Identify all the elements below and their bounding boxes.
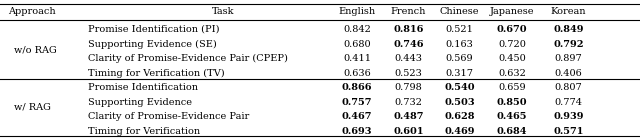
Text: 0.746: 0.746 <box>393 40 424 49</box>
Text: 0.632: 0.632 <box>498 69 526 78</box>
Text: Japanese: Japanese <box>490 7 534 16</box>
Text: 0.798: 0.798 <box>394 83 422 92</box>
Text: 0.487: 0.487 <box>393 112 424 121</box>
Text: 0.411: 0.411 <box>343 54 371 63</box>
Text: 0.849: 0.849 <box>553 25 584 34</box>
Text: 0.628: 0.628 <box>444 112 475 121</box>
Text: 0.774: 0.774 <box>554 98 582 107</box>
Text: 0.163: 0.163 <box>445 40 474 49</box>
Text: Task: Task <box>211 7 234 16</box>
Text: 0.571: 0.571 <box>553 127 584 136</box>
Text: 0.670: 0.670 <box>497 25 527 34</box>
Text: 0.897: 0.897 <box>554 54 582 63</box>
Text: Promise Identification (PI): Promise Identification (PI) <box>88 25 220 34</box>
Text: 0.465: 0.465 <box>497 112 527 121</box>
Text: English: English <box>339 7 376 16</box>
Text: 0.569: 0.569 <box>445 54 474 63</box>
Text: Chinese: Chinese <box>440 7 479 16</box>
Text: Timing for Verification (TV): Timing for Verification (TV) <box>88 69 225 78</box>
Text: 0.720: 0.720 <box>498 40 526 49</box>
Text: Timing for Verification: Timing for Verification <box>88 127 200 136</box>
Text: 0.757: 0.757 <box>342 98 372 107</box>
Text: Clarity of Promise-Evidence Pair: Clarity of Promise-Evidence Pair <box>88 112 250 121</box>
Text: 0.523: 0.523 <box>394 69 422 78</box>
Text: 0.732: 0.732 <box>394 98 422 107</box>
Text: French: French <box>390 7 426 16</box>
Text: Supporting Evidence: Supporting Evidence <box>88 98 192 107</box>
Text: 0.443: 0.443 <box>394 54 422 63</box>
Text: 0.866: 0.866 <box>342 83 372 92</box>
Text: 0.450: 0.450 <box>498 54 526 63</box>
Text: 0.601: 0.601 <box>393 127 424 136</box>
Text: Korean: Korean <box>550 7 586 16</box>
Text: Clarity of Promise-Evidence Pair (CPEP): Clarity of Promise-Evidence Pair (CPEP) <box>88 54 288 63</box>
Text: Supporting Evidence (SE): Supporting Evidence (SE) <box>88 39 217 49</box>
Text: 0.469: 0.469 <box>444 127 475 136</box>
Text: 0.317: 0.317 <box>445 69 474 78</box>
Text: Approach: Approach <box>8 7 55 16</box>
Text: 0.792: 0.792 <box>553 40 584 49</box>
Text: 0.807: 0.807 <box>554 83 582 92</box>
Text: w/o RAG: w/o RAG <box>14 45 57 54</box>
Text: w/ RAG: w/ RAG <box>14 103 51 112</box>
Text: 0.680: 0.680 <box>343 40 371 49</box>
Text: 0.684: 0.684 <box>497 127 527 136</box>
Text: 0.693: 0.693 <box>342 127 372 136</box>
Text: Promise Identification: Promise Identification <box>88 83 198 92</box>
Text: 0.842: 0.842 <box>343 25 371 34</box>
Text: 0.636: 0.636 <box>343 69 371 78</box>
Text: 0.503: 0.503 <box>444 98 475 107</box>
Text: 0.467: 0.467 <box>342 112 372 121</box>
Text: 0.521: 0.521 <box>445 25 474 34</box>
Text: 0.659: 0.659 <box>498 83 526 92</box>
Text: 0.939: 0.939 <box>553 112 584 121</box>
Text: 0.406: 0.406 <box>554 69 582 78</box>
Text: 0.540: 0.540 <box>444 83 475 92</box>
Text: 0.850: 0.850 <box>497 98 527 107</box>
Text: 0.816: 0.816 <box>393 25 424 34</box>
